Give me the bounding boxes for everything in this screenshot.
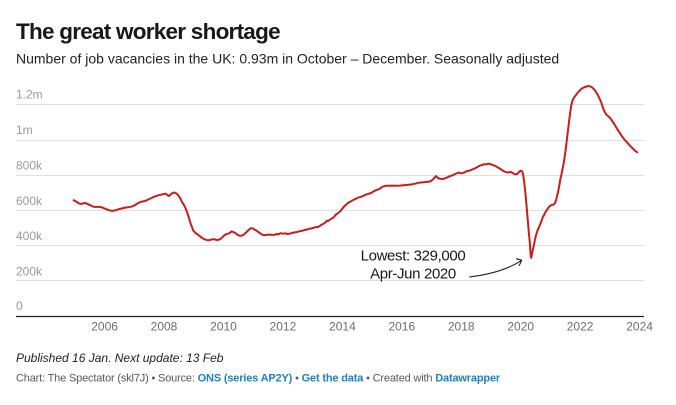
svg-text:600k: 600k (16, 194, 43, 208)
svg-text:2016: 2016 (388, 320, 415, 334)
svg-text:800k: 800k (16, 158, 43, 172)
svg-text:Chart: The Spectator (skl7J) •: Chart: The Spectator (skl7J) • Source: O… (16, 373, 501, 385)
svg-text:Lowest: 329,000: Lowest: 329,000 (361, 248, 466, 265)
svg-text:0: 0 (16, 299, 23, 313)
svg-text:2024: 2024 (626, 320, 653, 334)
svg-text:400k: 400k (16, 229, 43, 243)
svg-text:1.2m: 1.2m (16, 88, 43, 102)
svg-text:2018: 2018 (448, 320, 475, 334)
svg-text:Number of job vacancies in the: Number of job vacancies in the UK: 0.93m… (16, 51, 559, 67)
svg-text:1m: 1m (16, 123, 33, 137)
svg-text:2006: 2006 (91, 320, 118, 334)
svg-text:The great worker shortage: The great worker shortage (16, 19, 280, 44)
svg-text:Apr-Jun 2020: Apr-Jun 2020 (370, 265, 456, 282)
svg-text:2022: 2022 (567, 320, 594, 334)
svg-text:2010: 2010 (210, 320, 237, 334)
svg-text:Published 16 Jan. Next update:: Published 16 Jan. Next update: 13 Feb (16, 351, 224, 365)
svg-text:2020: 2020 (507, 320, 534, 334)
svg-text:2012: 2012 (270, 320, 297, 334)
svg-text:2008: 2008 (151, 320, 178, 334)
svg-text:200k: 200k (16, 265, 43, 279)
svg-text:2014: 2014 (329, 320, 356, 334)
